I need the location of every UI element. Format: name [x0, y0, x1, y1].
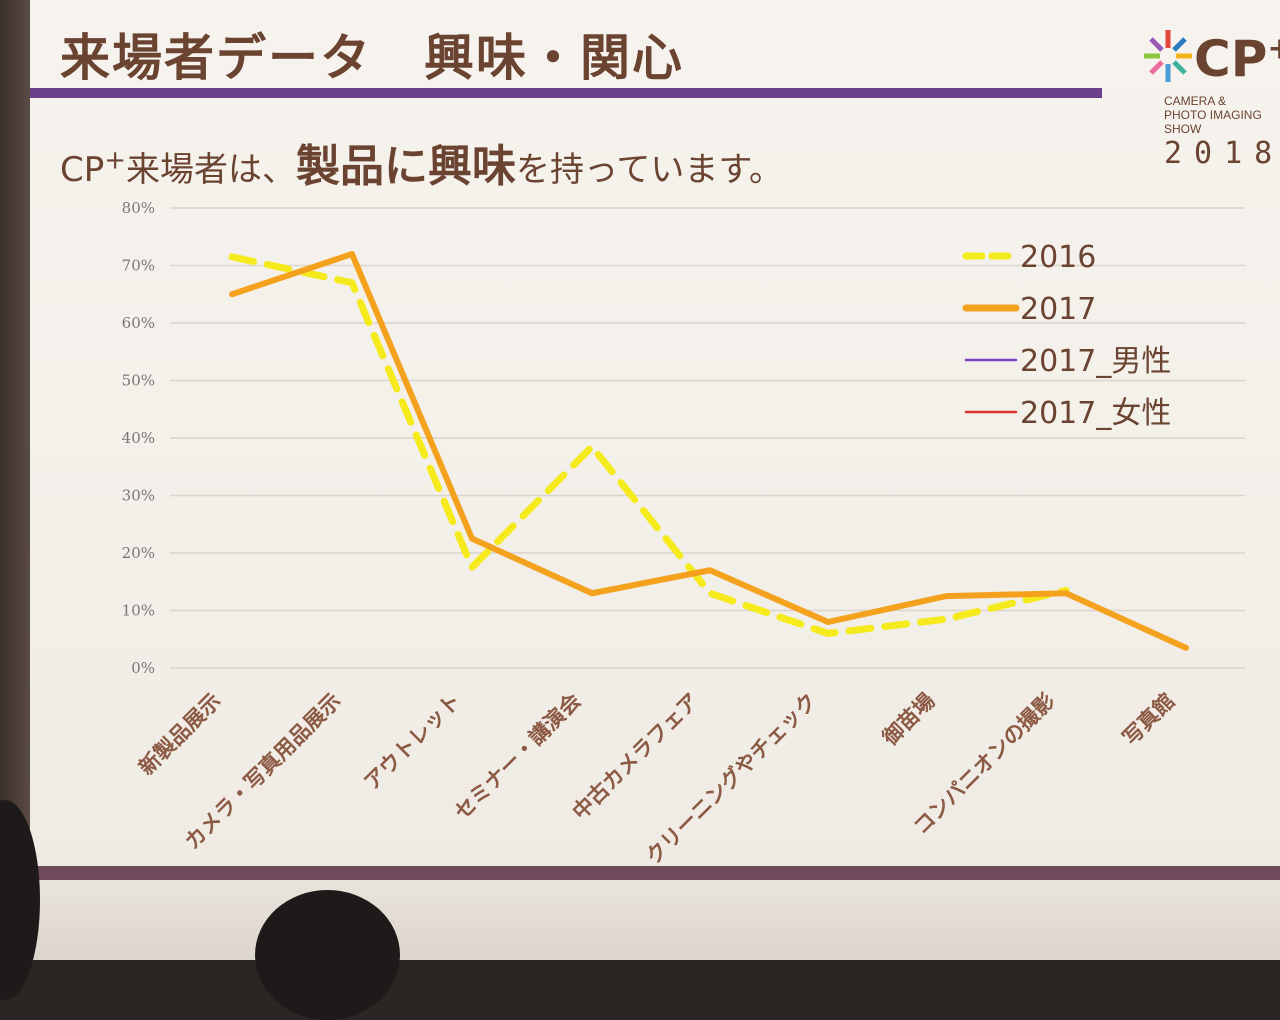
y-tick-label: 50% [122, 372, 155, 390]
x-category-label: 御苗場 [877, 689, 939, 751]
x-category-label: 中古カメラフェア [568, 689, 704, 825]
legend-label: 2017_男性 [1020, 344, 1171, 379]
y-tick-label: 30% [122, 487, 155, 505]
y-tick-label: 70% [122, 257, 155, 275]
line-chart: 0%10%20%30%40%50%60%70%80%新製品展示カメラ・写真用品展… [122, 199, 1245, 869]
y-tick-label: 80% [122, 199, 155, 217]
y-tick-label: 20% [122, 544, 155, 562]
slide-subtitle: CP+来場者は、製品に興味を持っています。 [60, 130, 783, 194]
cp-plus-logo: CP+ CAMERA & PHOTO IMAGING SHOW 2018 [1138, 26, 1280, 176]
subtitle-prefix: CP [60, 150, 105, 190]
y-tick-label: 10% [122, 602, 155, 620]
subtitle-plus: + [104, 145, 127, 176]
legend-label: 2016 [1020, 240, 1096, 275]
slide-bottom-band [30, 866, 1280, 880]
x-category-label: アウトレット [359, 689, 465, 795]
logo-brand: CP+ [1194, 30, 1280, 88]
y-tick-label: 60% [122, 314, 155, 332]
legend-label: 2017 [1020, 292, 1096, 327]
x-category-label: セミナー・講演会 [450, 689, 586, 825]
y-tick-label: 40% [122, 429, 155, 447]
presentation-slide: 来場者データ 興味・関心 CP+来場者は、製品に興味を持っています。 CP+ C… [30, 0, 1280, 878]
x-category-label: 新製品展示 [134, 689, 225, 780]
subtitle-mid: 来場者は、 [126, 150, 297, 190]
room-floor-area [0, 878, 1280, 960]
title-underline [30, 88, 1102, 98]
audience-head-center [255, 890, 400, 1020]
subtitle-emphasis: 製品に興味 [296, 141, 517, 192]
series-line-2016 [228, 253, 1070, 637]
x-category-label: 写真館 [1118, 689, 1180, 751]
starburst-logo-icon [1144, 30, 1192, 82]
subtitle-suffix: を持っています。 [516, 150, 783, 190]
series-line-2017 [229, 251, 1189, 651]
logo-subtitle: CAMERA & PHOTO IMAGING SHOW [1164, 94, 1262, 136]
slide-title: 来場者データ 興味・関心 [60, 29, 684, 87]
legend-label: 2017_女性 [1020, 396, 1171, 431]
y-tick-label: 0% [131, 659, 155, 677]
logo-year: 2018 [1164, 136, 1280, 171]
